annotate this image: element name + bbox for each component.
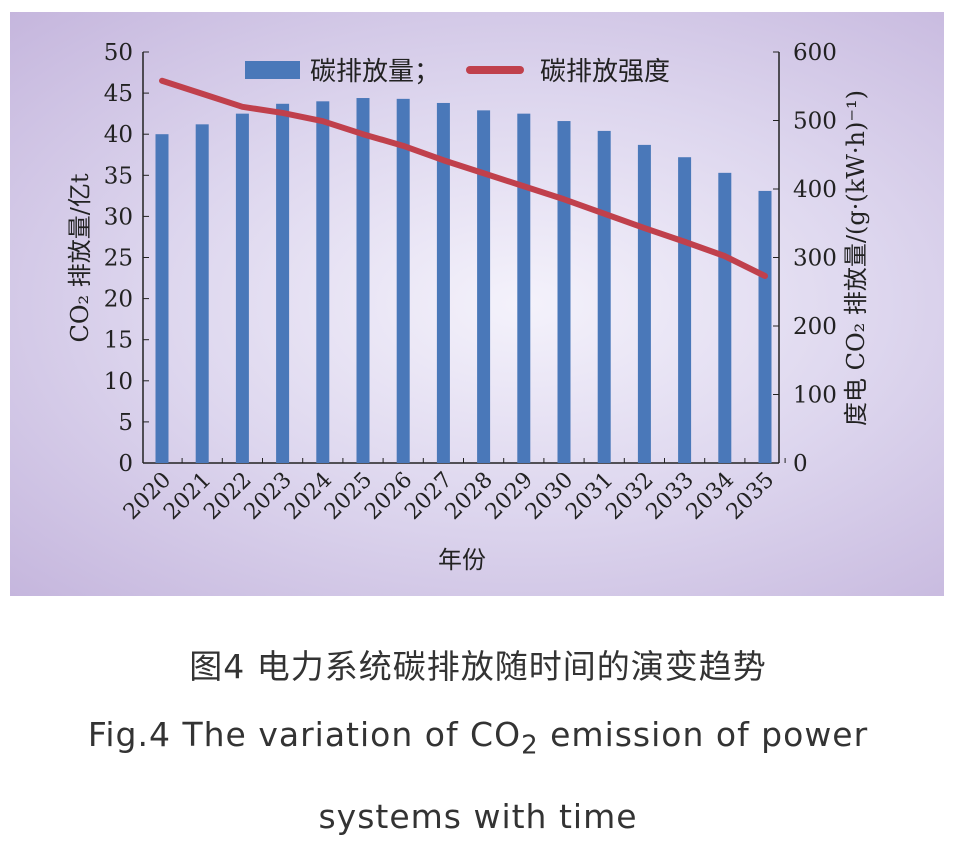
bar-2027 [436,102,450,464]
right-tick-label: 100 [793,383,837,409]
left-tick-label: 10 [104,369,133,395]
chart: 0510152025303540455001002003004005006002… [66,40,870,574]
bar-2026 [396,98,410,463]
right-tick-label: 200 [793,314,837,340]
left-tick-label: 30 [104,204,133,230]
caption-en-part1: Fig.4 The variation of CO [87,715,522,754]
right-tick-label: 300 [793,246,837,272]
caption-en-part2: emission of power [538,715,869,754]
bar-2025 [356,98,370,464]
bar-2030 [557,121,571,463]
bar-2021 [195,124,209,463]
bar-2020 [155,134,169,463]
bar-2032 [637,144,651,464]
bar-2035 [758,190,772,463]
left-tick-label: 15 [104,328,133,354]
left-tick-label: 50 [104,40,133,66]
left-tick-label: 20 [104,287,133,313]
left-tick-label: 45 [104,81,133,107]
left-tick-label: 40 [104,122,133,148]
caption-en: Fig.4 The variation of CO2 emission of p… [0,715,956,761]
left-tick-label: 5 [118,410,133,436]
legend-bar-swatch [245,61,300,79]
bar-2033 [678,157,692,463]
left-axis-title: CO₂ 排放量/亿t [66,173,94,342]
legend-line-label: 碳排放强度 [540,57,670,87]
caption-en-line2: systems with time [318,797,638,836]
left-tick-label: 0 [118,451,133,477]
intensity-line [159,77,768,279]
bar-2023 [276,103,290,463]
bar-2029 [517,113,531,464]
bar-2031 [597,130,611,464]
right-tick-label: 0 [793,451,808,477]
caption-en-sub: 2 [521,730,539,761]
x-axis-title: 年份 [438,546,486,574]
bar-2024 [316,101,330,463]
right-tick-label: 600 [793,40,837,66]
left-tick-label: 35 [104,163,133,189]
bar-2034 [718,172,732,464]
left-tick-label: 25 [104,246,133,272]
x-tick-label: 2035 [722,468,779,525]
right-tick-label: 500 [793,109,837,135]
legend-bar-label: 碳排放量； [310,57,440,87]
right-tick-label: 400 [793,177,837,203]
bar-2022 [235,113,249,464]
bar-2028 [477,110,491,463]
right-axis-title: 度电 CO₂ 排放量/(g·(kW·h)⁻¹) [842,90,870,426]
caption-cn: 图4 电力系统碳排放随时间的演变趋势 [189,647,767,686]
